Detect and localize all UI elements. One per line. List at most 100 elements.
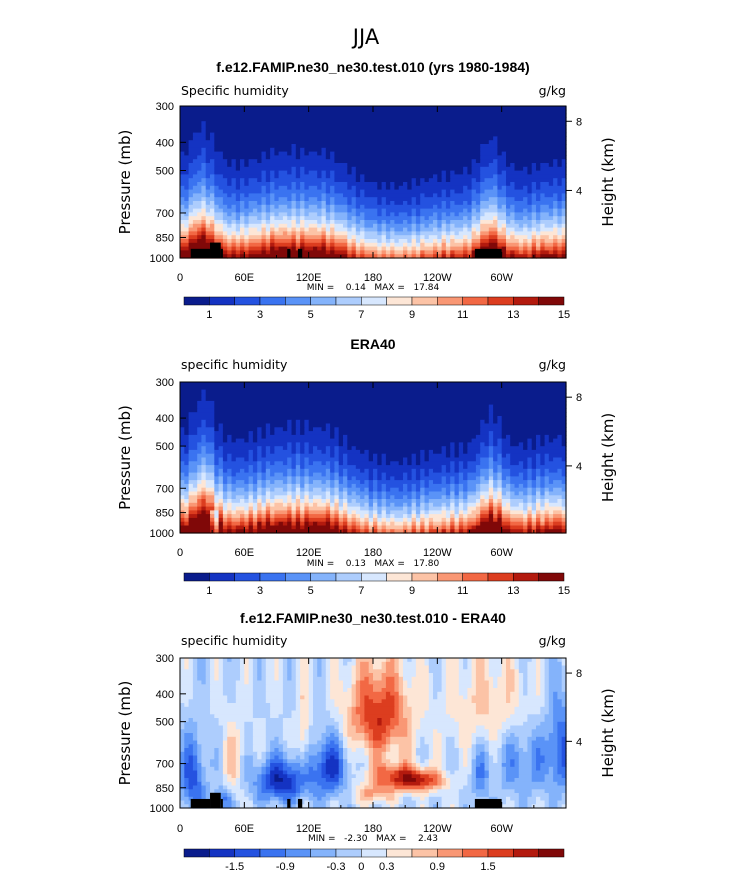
field-cell (553, 778, 567, 783)
field-cell (347, 461, 378, 466)
field-cell (523, 525, 528, 530)
field-cell (514, 182, 533, 187)
field-cell (265, 669, 275, 674)
field-cell (544, 755, 559, 760)
field-cell (407, 457, 413, 462)
field-cell (475, 476, 481, 481)
field-cell (360, 804, 370, 809)
field-cell (390, 514, 396, 519)
field-cell (536, 208, 541, 213)
field-cell (398, 665, 404, 670)
field-cell (360, 796, 374, 802)
field-cell (544, 759, 559, 764)
field-cell (321, 216, 327, 221)
field-cell (308, 740, 318, 745)
field-cell (415, 665, 430, 670)
field-cell (433, 744, 443, 749)
field-cell (454, 770, 473, 775)
field-cell (270, 740, 280, 745)
field-cell (334, 227, 348, 232)
field-cell (265, 461, 271, 466)
field-cell (390, 461, 400, 466)
field-cell (300, 658, 310, 663)
field-cell (437, 239, 443, 244)
field-cell (445, 669, 460, 674)
field-cell (561, 480, 567, 485)
field-cell (325, 487, 331, 493)
heatmap-field (180, 382, 567, 534)
field-cell (295, 480, 301, 485)
field-cell (201, 781, 211, 787)
field-cell (548, 468, 558, 474)
field-cell (270, 759, 284, 764)
colorbar-label: 13 (507, 585, 519, 597)
field-cell (261, 483, 267, 489)
field-cell (355, 710, 365, 715)
field-cell (514, 800, 520, 805)
field-cell (531, 658, 537, 663)
field-cell (244, 159, 250, 164)
field-cell (231, 521, 241, 527)
field-cell (394, 521, 404, 527)
field-cell (403, 658, 408, 663)
field-cell (544, 483, 567, 489)
field-cell (463, 502, 468, 508)
field-cell (291, 480, 297, 485)
field-cell (343, 770, 348, 775)
field-cell (325, 703, 335, 708)
field-cell (381, 182, 387, 187)
field-cell (527, 669, 537, 674)
field-cell (394, 250, 404, 255)
field-cell (411, 185, 464, 191)
field-cell (553, 691, 558, 697)
field-cell (291, 208, 297, 213)
field-cell (295, 442, 301, 447)
field-cell (265, 242, 271, 248)
field-cell (480, 185, 494, 191)
field-cell (351, 658, 357, 663)
field-cell (192, 688, 211, 693)
field-cell (270, 151, 275, 156)
field-cell (205, 468, 215, 474)
field-cell (210, 174, 215, 179)
field-cell (300, 185, 305, 191)
field-cell (222, 461, 258, 466)
field-cell (394, 242, 404, 248)
field-cell (274, 204, 280, 210)
topography-block (220, 248, 223, 258)
field-cell (557, 748, 563, 753)
field-cell (351, 748, 357, 753)
field-cell (441, 684, 447, 689)
field-cell (368, 665, 374, 670)
field-cell (411, 483, 417, 489)
field-cell (321, 461, 327, 466)
field-cell (527, 510, 533, 515)
field-cell (385, 684, 396, 689)
field-cell (222, 680, 237, 685)
field-cell (561, 736, 567, 742)
field-cell (210, 669, 215, 674)
field-cell (210, 789, 215, 794)
field-cell (454, 517, 460, 523)
field-cell (463, 495, 468, 500)
field-cell (548, 680, 563, 685)
field-cell (338, 766, 344, 772)
field-cell (428, 695, 434, 700)
field-cell (454, 499, 460, 504)
field-cell (553, 714, 567, 719)
field-cell (373, 793, 395, 798)
field-cell (527, 499, 533, 504)
field-cell (205, 231, 215, 236)
field-cell (347, 744, 366, 749)
field-cell (398, 688, 404, 693)
field-cell (523, 483, 528, 489)
field-cell (205, 495, 215, 500)
field-cell (411, 254, 417, 259)
field-cell (321, 744, 327, 749)
field-cell (227, 250, 233, 255)
colorbar-swatch (335, 572, 362, 582)
field-cell (270, 710, 284, 715)
field-cell (295, 676, 301, 682)
field-cell (458, 748, 464, 753)
field-cell (355, 197, 378, 202)
